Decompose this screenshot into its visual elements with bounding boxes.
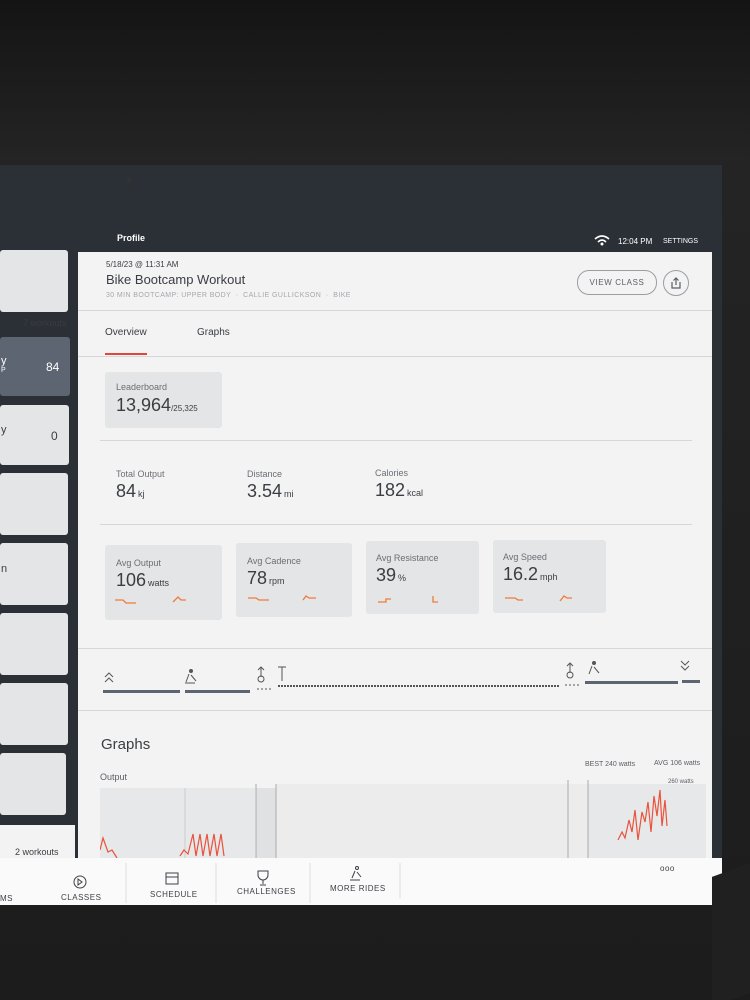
value: 39	[376, 565, 397, 585]
sidebar-count: 2 workouts	[15, 847, 59, 857]
sidebar-bottom	[0, 825, 75, 860]
nav-item[interactable]: CLASSES	[61, 893, 102, 902]
unit: kcal	[407, 488, 424, 498]
stat-value: 78 rpm	[247, 568, 285, 589]
sidebar-card[interactable]	[0, 613, 68, 675]
value: 3.54	[247, 481, 283, 501]
value: 182	[375, 480, 406, 500]
nav-item[interactable]: CHALLENGES	[237, 887, 296, 896]
stat-value: 39%	[376, 565, 406, 586]
tab-indicator	[105, 353, 147, 355]
bottom-nav	[0, 858, 722, 905]
nav-more[interactable]: ooo	[660, 864, 675, 873]
stat-label: Distance	[247, 469, 283, 479]
leaderboard-value: 13,964/25,325	[116, 395, 198, 416]
detail: BIKE	[333, 292, 351, 299]
nav-item[interactable]: SCHEDULE	[150, 890, 198, 899]
sparklines	[115, 595, 572, 604]
sidebar-value: 84	[46, 360, 60, 374]
nav-fragment[interactable]: MS	[0, 894, 13, 903]
sidebar-card[interactable]	[0, 543, 68, 605]
detail[interactable]: CALLIE GULLICKSON	[243, 292, 322, 299]
settings-link[interactable]: SETTINGS	[663, 238, 699, 245]
unit: rpm	[269, 576, 285, 586]
value: 78	[247, 568, 268, 588]
stat-value: 3.54 mi	[247, 481, 294, 502]
unit: watts	[148, 578, 170, 588]
stat-label: Avg Speed	[503, 552, 547, 562]
bezel-edge	[712, 863, 750, 1000]
output-graph	[100, 780, 706, 860]
workout-title: Bike Bootcamp Workout	[106, 272, 246, 287]
unit: mph	[540, 572, 558, 582]
sidebar-sub: P	[1, 367, 6, 374]
sidebar-card[interactable]	[0, 405, 69, 465]
stat-label: Calories	[375, 468, 409, 478]
graph-max: 260 watts	[668, 779, 694, 785]
sidebar-card-selected[interactable]	[0, 337, 70, 396]
graphs-title: Graphs	[101, 736, 151, 753]
graph-best: BEST 240 watts	[585, 761, 636, 768]
tab[interactable]: Graphs	[197, 327, 230, 338]
stat-label: Total Output	[116, 469, 165, 479]
tab[interactable]: Overview	[105, 327, 147, 338]
timeline	[103, 660, 700, 693]
stat-value: 182 kcal	[375, 480, 423, 501]
sidebar-count: 7 workouts	[23, 318, 67, 328]
view-class-button[interactable]: VIEW CLASS	[577, 270, 657, 295]
divider	[100, 524, 692, 525]
workout-date: 5/18/23 @ 11:31 AM	[106, 260, 179, 269]
stat-label: Avg Resistance	[376, 553, 439, 563]
stat-card	[493, 540, 606, 613]
unit: mi	[284, 489, 294, 499]
leaderboard-label: Leaderboard	[116, 382, 168, 392]
sidebar-card[interactable]	[0, 473, 68, 535]
sidebar-label: y	[1, 424, 7, 436]
stat-card	[105, 545, 222, 620]
stat-card	[236, 543, 352, 617]
sidebar-card[interactable]	[0, 753, 66, 815]
value: 84	[116, 481, 137, 501]
divider	[100, 440, 692, 441]
sidebar-label: n	[1, 563, 8, 575]
stat-value: 84 kj	[116, 481, 145, 502]
nav-item[interactable]: MORE RIDES	[330, 884, 386, 893]
stat-value: 106 watts	[116, 570, 169, 591]
camera	[127, 178, 132, 183]
graph-avg: AVG 106 watts	[654, 760, 701, 767]
value: 16.2	[503, 564, 539, 584]
leaderboard-card	[105, 372, 222, 428]
unit: kj	[138, 489, 145, 499]
graph-label: Output	[100, 772, 128, 782]
stat-label: Avg Output	[116, 558, 161, 568]
sidebar-label: y	[1, 355, 7, 367]
wifi-icon	[594, 235, 610, 246]
divider	[78, 310, 712, 311]
rank: 13,964	[116, 395, 172, 415]
detail: 30 MIN BOOTCAMP: UPPER BODY	[106, 292, 232, 299]
header-title[interactable]: Profile	[117, 233, 146, 243]
stat-label: Avg Cadence	[247, 556, 301, 566]
sidebar-card[interactable]	[0, 683, 68, 745]
sidebar-card	[0, 250, 68, 312]
share-button[interactable]	[662, 269, 690, 297]
unit: %	[398, 573, 407, 583]
clock: 12:04 PM	[618, 237, 653, 246]
workout-details: 30 MIN BOOTCAMP: UPPER BODY · CALLIE GUL…	[106, 292, 351, 299]
stat-value: 16.2 mph	[503, 564, 558, 585]
value: 106	[116, 570, 147, 590]
sidebar-value: 0	[51, 429, 58, 443]
nav-icons	[73, 863, 401, 903]
divider	[78, 710, 712, 711]
rank-total: /25,325	[171, 404, 198, 413]
divider	[78, 356, 712, 357]
divider	[78, 648, 712, 649]
